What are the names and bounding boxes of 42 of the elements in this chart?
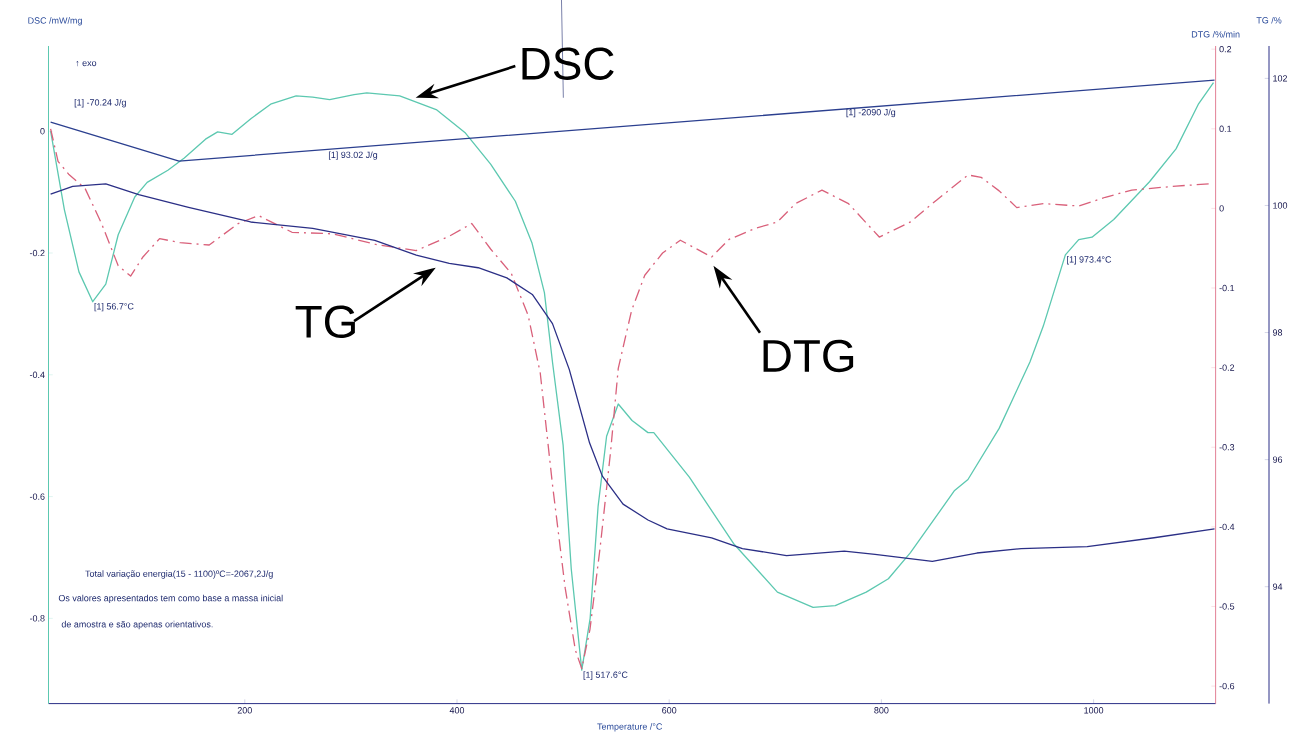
y3-tick-label: 98	[1272, 329, 1283, 336]
line-series	[49, 183, 1216, 562]
y3-tick-label: 100	[1273, 202, 1288, 209]
annotation: de amostra e são apenas orientativos.	[61, 620, 213, 630]
annotation: Total variação energia(15 - 1100)ºC=-2067,2J/g	[85, 570, 273, 579]
y2-tick-label: -0.6	[1219, 682, 1235, 690]
annotation: [1] 517.6°C	[583, 671, 628, 680]
y3-axis-title: TG /%	[1256, 16, 1282, 24]
x-tick-label: 800	[874, 707, 889, 714]
annotation: [1] -70.24 J/g	[74, 99, 126, 108]
annotation: ↑ exo	[76, 60, 97, 67]
annotation: [1] 973.4°C	[1067, 256, 1112, 265]
y2-axis-title: DTG /%/min	[1191, 30, 1240, 38]
series-label: DSC	[522, 47, 614, 80]
y2-tick-label: -0.4	[1219, 523, 1235, 531]
y2-tick-label: -0.5	[1219, 603, 1235, 610]
y-tick-label: -0.6	[29, 493, 45, 500]
y3-tick-label: 102	[1273, 75, 1288, 82]
series-label: TG	[295, 305, 355, 339]
y2-tick-label: -0.2	[1219, 364, 1235, 371]
x-tick-label: 600	[662, 707, 677, 714]
y2-tick-label: -0.3	[1219, 444, 1235, 451]
y2-tick-label: 0.2	[1219, 45, 1232, 53]
x-tick-label: 200	[237, 707, 252, 714]
y-tick-label: -0.8	[29, 615, 45, 622]
y3-tick-label: 94	[1272, 583, 1283, 590]
x-axis-title: Temperature /°C	[597, 723, 663, 732]
x-tick-label: 1000	[1084, 707, 1104, 714]
annotation: Os valores apresentados tem como base a massa inicial	[58, 594, 283, 604]
y3-tick-label: 96	[1272, 456, 1283, 463]
y-tick-label: -0.4	[29, 371, 45, 378]
y-tick-label: -0.2	[29, 249, 45, 257]
y2-tick-label: 0	[1219, 205, 1224, 212]
y2-tick-label: -0.1	[1219, 284, 1235, 292]
y-axis-title: DSC /mW/mg	[28, 17, 82, 26]
annotation: [1] 93.02 J/g	[328, 151, 378, 160]
text: DTG	[763, 339, 854, 373]
annotation: [1] 56.7°C	[94, 302, 134, 312]
y-tick-label: 0	[40, 128, 45, 135]
y2-tick-label: 0.1	[1219, 125, 1232, 132]
x-tick-label: 400	[449, 707, 465, 714]
annotation: [1] -2090 J/g	[846, 108, 896, 118]
